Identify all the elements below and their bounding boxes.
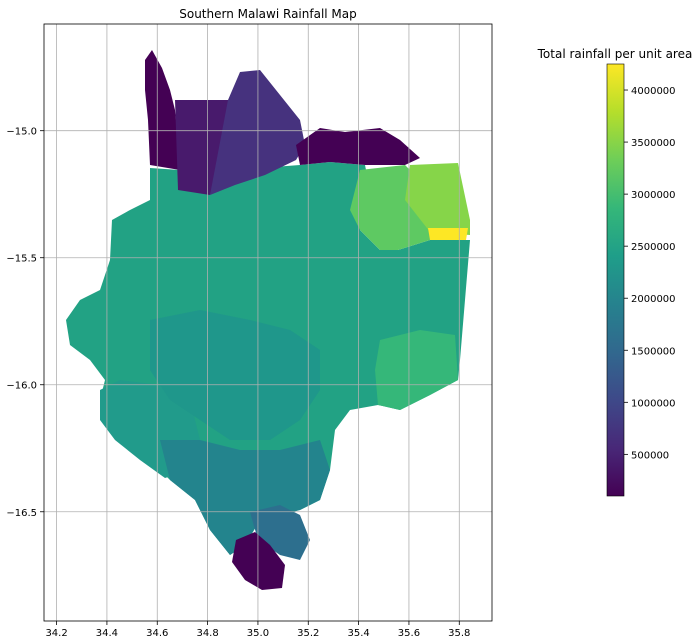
region-east-green xyxy=(375,330,458,410)
colorbar-tick-label: 1000000 xyxy=(631,398,676,409)
region-ne-bright xyxy=(405,163,470,235)
x-tick-labels: 34.2 34.4 34.6 34.8 35.0 35.2 35.4 35.6 35.8 xyxy=(45,621,470,639)
y-tick-label: −16.5 xyxy=(6,508,37,519)
colorbar-tick-label: 3500000 xyxy=(631,138,676,149)
region-north-dark-3 xyxy=(296,128,420,165)
x-tick-label: 35.0 xyxy=(247,628,269,639)
colorbar-ticks: 500000 1000000 1500000 2000000 2500000 300000… xyxy=(624,86,676,461)
map-grid xyxy=(44,24,492,621)
colorbar-title: Total rainfall per unit area xyxy=(537,47,693,61)
region-south xyxy=(160,440,330,555)
colorbar-tick-label: 4000000 xyxy=(631,86,676,97)
y-tick-label: −15.0 xyxy=(6,127,37,138)
x-tick-label: 35.6 xyxy=(398,628,420,639)
map-title: Southern Malawi Rainfall Map xyxy=(179,7,357,21)
colorbar-tick-label: 2000000 xyxy=(631,294,676,305)
colorbar-tick-label: 2500000 xyxy=(631,242,676,253)
region-far-south-blue xyxy=(250,505,310,560)
colorbar-tick-label: 3000000 xyxy=(631,190,676,201)
region-central xyxy=(150,310,320,440)
colorbar: Total rainfall per unit area 500000 10000… xyxy=(537,47,693,497)
region-north-purple xyxy=(210,70,305,195)
map-axes: 34.2 34.4 34.6 34.8 35.0 35.2 35.4 35.6 35.8 −15… xyxy=(6,23,493,639)
x-tick-label: 34.2 xyxy=(45,628,67,639)
y-tick-labels: −15.0 −15.5 −16.0 −16.5 xyxy=(6,127,44,519)
x-tick-label: 35.8 xyxy=(448,628,470,639)
region-far-south-purple xyxy=(232,532,285,590)
region-north-dark-1 xyxy=(145,50,180,170)
x-tick-label: 34.6 xyxy=(146,628,168,639)
choropleth-regions xyxy=(66,50,470,590)
x-tick-label: 34.8 xyxy=(196,628,218,639)
colorbar-tick-label: 500000 xyxy=(631,450,669,461)
x-tick-label: 35.2 xyxy=(297,628,319,639)
colorbar-gradient xyxy=(606,63,625,497)
x-tick-label: 34.4 xyxy=(96,628,118,639)
colorbar-tick-label: 1500000 xyxy=(631,346,676,357)
x-tick-label: 35.4 xyxy=(347,628,369,639)
y-tick-label: −16.0 xyxy=(6,381,37,392)
y-tick-label: −15.5 xyxy=(6,254,37,265)
map-axes-border xyxy=(43,23,493,622)
region-ne-yellow xyxy=(428,228,468,240)
